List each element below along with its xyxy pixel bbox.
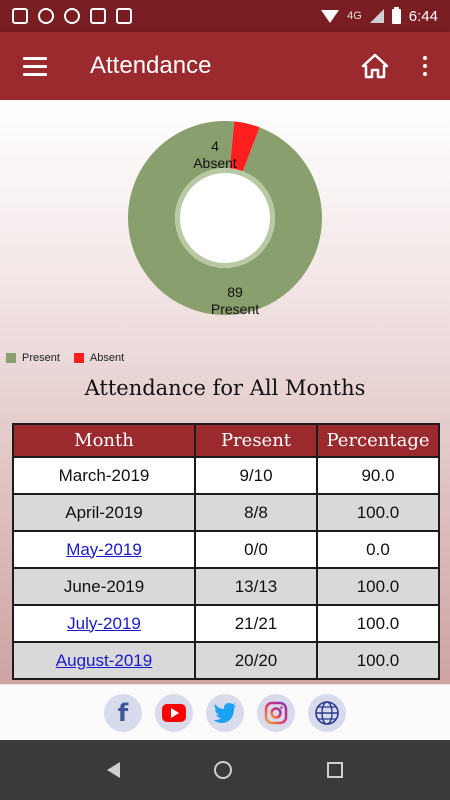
- cell-present: 21/21: [194, 604, 318, 643]
- website-button[interactable]: [308, 693, 346, 732]
- table-header-row: Month Present Percentage: [12, 423, 440, 458]
- legend-swatch-present: [6, 353, 16, 363]
- instagram-icon: [264, 701, 288, 724]
- globe-icon: [315, 700, 339, 725]
- motorola-icon: [64, 8, 80, 24]
- absent-label: Absent: [193, 155, 237, 171]
- table-row[interactable]: May-2019 0/0 0.0: [12, 530, 440, 569]
- back-button[interactable]: [107, 762, 121, 778]
- menu-icon-line: [23, 56, 47, 60]
- status-time: 6:44: [408, 7, 438, 25]
- attendance-table: Month Present Percentage March-2019 9/10 9…: [12, 423, 440, 680]
- loading-icon: [38, 8, 54, 24]
- recent-apps-button[interactable]: [326, 762, 343, 778]
- present-label: Present: [210, 301, 260, 317]
- cell-percentage: 90.0: [316, 456, 440, 495]
- cell-present: 9/10: [194, 456, 318, 495]
- home-button[interactable]: [350, 32, 400, 100]
- cell-present: 0/0: [194, 530, 318, 569]
- twitter-button[interactable]: [206, 693, 244, 732]
- facebook-icon: f: [117, 698, 129, 727]
- cell-present: 8/8: [194, 493, 318, 532]
- facebook-button[interactable]: f: [104, 693, 142, 732]
- donut-hole: [180, 173, 270, 263]
- cell-month[interactable]: August-2019: [12, 641, 196, 680]
- social-footer: f: [0, 684, 450, 740]
- cell-present: 20/20: [194, 641, 318, 680]
- legend-label-present: Present: [22, 352, 60, 364]
- call-icon: [116, 8, 132, 24]
- header-month: Month: [12, 423, 196, 458]
- table-row: June-2019 13/13 100.0: [12, 567, 440, 606]
- status-left: [12, 8, 132, 24]
- more-icon-dot: [423, 64, 427, 68]
- cell-percentage: 100.0: [316, 567, 440, 606]
- chart-legend: Present Absent: [6, 352, 138, 364]
- legend-item-present: Present: [6, 352, 60, 364]
- section-title: Attendance for All Months: [84, 376, 366, 400]
- table-row[interactable]: July-2019 21/21 100.0: [12, 604, 440, 643]
- table-row[interactable]: August-2019 20/20 100.0: [12, 641, 440, 680]
- network-type: 4G: [347, 10, 362, 22]
- content-area: 4 Absent 89 Present Present Absent Atten…: [0, 100, 450, 684]
- absent-data-label: 4 Absent: [190, 138, 240, 172]
- sim-icon: [12, 8, 28, 24]
- present-count: 89: [227, 284, 243, 300]
- table-row: March-2019 9/10 90.0: [12, 456, 440, 495]
- header-present: Present: [194, 423, 318, 458]
- more-icon-dot: [423, 72, 427, 76]
- twitter-icon: [214, 702, 236, 723]
- menu-button[interactable]: [0, 32, 70, 100]
- youtube-button[interactable]: [155, 693, 193, 732]
- cell-month[interactable]: May-2019: [12, 530, 196, 569]
- absent-count: 4: [211, 138, 219, 154]
- present-data-label: 89 Present: [200, 284, 270, 318]
- signal-icon: [369, 9, 384, 23]
- system-nav-bar: [0, 740, 450, 800]
- more-options-button[interactable]: [400, 32, 450, 100]
- cell-present: 13/13: [194, 567, 318, 606]
- menu-icon-line: [23, 64, 47, 68]
- table-row: April-2019 8/8 100.0: [12, 493, 440, 532]
- status-right: 4G 6:44: [321, 6, 438, 25]
- screen-icon: [90, 8, 106, 24]
- app-bar: Attendance: [0, 32, 450, 100]
- wifi-icon: [321, 9, 340, 23]
- legend-label-absent: Absent: [89, 352, 125, 364]
- cell-month[interactable]: July-2019: [12, 604, 196, 643]
- page-title: Attendance: [90, 52, 212, 79]
- home-nav-button[interactable]: [214, 761, 233, 779]
- home-icon: [361, 53, 389, 79]
- instagram-button[interactable]: [257, 693, 295, 732]
- legend-swatch-absent: [73, 353, 84, 363]
- status-bar: 4G 6:44: [0, 0, 450, 32]
- cell-month: March-2019: [12, 456, 196, 495]
- cell-month: June-2019: [12, 567, 196, 606]
- attendance-donut-chart: [128, 120, 322, 315]
- pie-slice-present: [128, 120, 322, 315]
- battery-icon: [391, 6, 401, 24]
- cell-month: April-2019: [12, 493, 196, 532]
- legend-item-absent: Absent: [73, 352, 125, 364]
- cell-percentage: 0.0: [316, 530, 440, 569]
- cell-percentage: 100.0: [316, 604, 440, 643]
- cell-percentage: 100.0: [316, 641, 440, 680]
- table-body: March-2019 9/10 90.0 April-2019 8/8 100.0 May-…: [12, 456, 440, 680]
- youtube-icon: [162, 703, 186, 722]
- header-percentage: Percentage: [316, 423, 440, 458]
- cell-percentage: 100.0: [316, 493, 440, 532]
- pie-slice-absent: [229, 121, 260, 172]
- more-icon-dot: [423, 56, 427, 60]
- menu-icon-line: [23, 72, 47, 76]
